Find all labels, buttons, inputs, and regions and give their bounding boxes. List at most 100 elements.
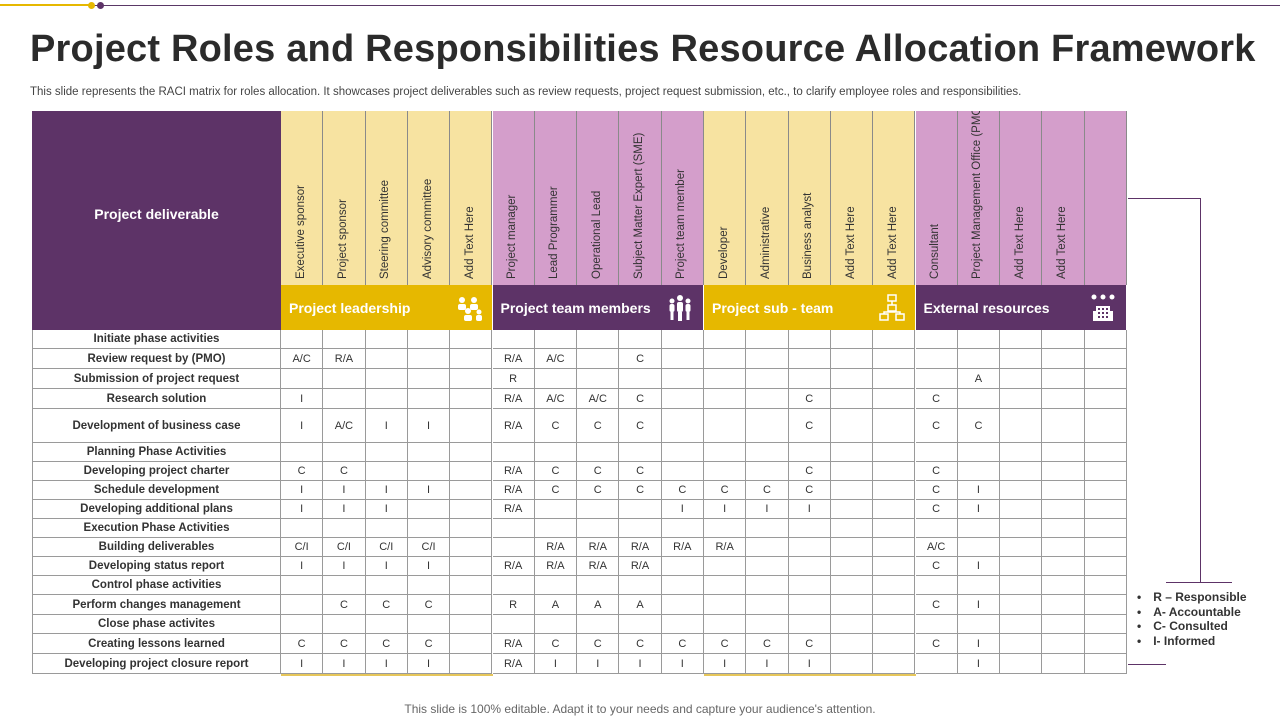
raci-cell xyxy=(788,576,831,595)
raci-cell xyxy=(577,615,620,634)
raci-cell xyxy=(450,500,493,519)
raci-cell: R/A xyxy=(492,634,535,654)
column-header: Advisory committee xyxy=(407,111,451,285)
raci-cell: C/I xyxy=(281,538,324,557)
raci-cell: I xyxy=(281,654,324,674)
raci-cell: C xyxy=(915,634,958,654)
raci-cell xyxy=(830,349,874,369)
column-header: Developer xyxy=(704,111,747,285)
raci-cell: C xyxy=(957,409,1001,443)
raci-cell: I xyxy=(957,654,1001,674)
legend-item-informed: I- Informed xyxy=(1137,634,1247,649)
raci-cell xyxy=(1000,615,1043,634)
raci-cell xyxy=(407,389,451,409)
raci-cell xyxy=(957,462,1001,481)
raci-cell xyxy=(281,369,324,389)
raci-cell xyxy=(1084,409,1127,443)
raci-cell xyxy=(704,615,747,634)
raci-cell: C xyxy=(788,409,831,443)
raci-cell: I xyxy=(704,500,747,519)
raci-cell xyxy=(830,500,874,519)
raci-cell xyxy=(704,519,747,538)
raci-cell xyxy=(1084,500,1127,519)
raci-cell xyxy=(830,595,874,615)
raci-cell xyxy=(915,654,958,674)
group-bar-label: Project sub - team xyxy=(712,299,834,316)
deliverable-row-label: Development of business case xyxy=(32,409,281,443)
raci-cell: R xyxy=(492,369,535,389)
raci-cell xyxy=(1000,557,1043,576)
raci-cell xyxy=(830,634,874,654)
raci-cell: C xyxy=(788,389,831,409)
raci-cell xyxy=(534,369,578,389)
raci-cell: C xyxy=(281,462,324,481)
raci-cell xyxy=(746,409,789,443)
raci-cell xyxy=(619,615,662,634)
group-bar: Project sub - team xyxy=(704,285,916,330)
raci-cell xyxy=(577,443,620,462)
raci-cell xyxy=(1000,369,1043,389)
column-header: Project manager xyxy=(492,111,535,285)
raci-cell: C xyxy=(704,634,747,654)
raci-cell xyxy=(1042,615,1085,634)
raci-cell: R/A xyxy=(323,349,366,369)
raci-cell xyxy=(873,538,916,557)
raci-cell xyxy=(661,369,704,389)
column-header-label: Lead Programmer xyxy=(548,186,561,279)
deliverable-row-label: Initiate phase activities xyxy=(32,330,281,349)
top-rule-accent xyxy=(0,4,90,6)
raci-cell: A xyxy=(957,369,1001,389)
building-network-icon xyxy=(1088,293,1118,323)
raci-cell xyxy=(1084,634,1127,654)
column-header-label: Add Text Here xyxy=(844,206,857,279)
column-header: Project team member xyxy=(661,111,704,285)
raci-cell xyxy=(365,443,408,462)
raci-cell xyxy=(1084,481,1127,500)
raci-cell: I xyxy=(957,557,1001,576)
raci-cell: C xyxy=(323,634,366,654)
raci-cell: C xyxy=(915,481,958,500)
legend-bracket-top xyxy=(1128,198,1201,199)
raci-cell: C xyxy=(281,634,324,654)
raci-cell xyxy=(1042,369,1085,389)
raci-cell xyxy=(873,500,916,519)
raci-cell: I xyxy=(957,481,1001,500)
raci-cell: R/A xyxy=(534,557,578,576)
raci-cell xyxy=(450,349,493,369)
raci-cell: C xyxy=(365,595,408,615)
raci-cell xyxy=(915,443,958,462)
raci-cell xyxy=(619,519,662,538)
group-bar-label: External resources xyxy=(923,299,1050,316)
deliverable-row-label: Perform changes management xyxy=(32,595,281,615)
legend-item-accountable: A- Accountable xyxy=(1137,605,1247,620)
raci-cell xyxy=(915,615,958,634)
raci-cell xyxy=(1000,330,1043,349)
footer-note: This slide is 100% editable. Adapt it to… xyxy=(404,702,876,716)
raci-cell xyxy=(365,462,408,481)
group-bar: External resources xyxy=(915,285,1127,330)
raci-cell xyxy=(788,369,831,389)
raci-cell xyxy=(450,557,493,576)
raci-cell: R/A xyxy=(661,538,704,557)
raci-cell xyxy=(1042,595,1085,615)
raci-cell xyxy=(534,519,578,538)
raci-cell xyxy=(407,443,451,462)
raci-cell: I xyxy=(788,500,831,519)
raci-cell: I xyxy=(957,634,1001,654)
column-header: Executive sponsor xyxy=(281,111,324,285)
raci-cell: R/A xyxy=(492,557,535,576)
column-header-label: Project Management Office (PMO) xyxy=(971,111,984,279)
raci-cell: I xyxy=(407,409,451,443)
raci-cell xyxy=(1000,634,1043,654)
org-chart-icon xyxy=(877,293,907,323)
raci-cell xyxy=(365,349,408,369)
raci-cell: I xyxy=(957,500,1001,519)
raci-cell xyxy=(323,519,366,538)
raci-cell: A/C xyxy=(534,349,578,369)
column-header-label: Administrative xyxy=(759,206,772,279)
raci-cell: C xyxy=(577,481,620,500)
raci-cell xyxy=(450,462,493,481)
raci-cell xyxy=(1000,538,1043,557)
raci-cell: C xyxy=(619,462,662,481)
raci-cell xyxy=(704,557,747,576)
